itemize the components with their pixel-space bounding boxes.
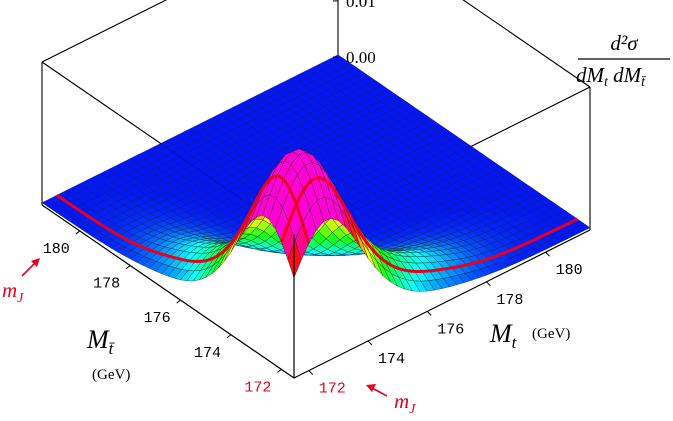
y-tick [75, 230, 81, 235]
y-tick-label: 180 [43, 241, 70, 258]
mj-arrow-right [371, 387, 388, 397]
x-axis-name: Mt [489, 319, 518, 352]
x-tick-label: 178 [496, 292, 523, 309]
x-tick [426, 311, 432, 316]
box-edge-back [462, 0, 591, 88]
y-tick-label: 174 [194, 345, 221, 362]
y-tick [125, 265, 131, 269]
z-label-numerator: d²σ [610, 31, 639, 55]
y-tick-label: 176 [144, 310, 171, 327]
mj-annotation-left: mJ [2, 258, 40, 306]
y-tick-label: 178 [93, 276, 120, 293]
z-tick-label: 0.01 [346, 0, 376, 11]
x-tick-label: 172 [319, 381, 346, 398]
y-tick [226, 334, 232, 339]
z-label-denominator: dMt dMt̄ [576, 63, 647, 90]
x-axis-label: Mt (GeV) [489, 319, 570, 352]
curve-mt-equals-mj [55, 174, 311, 264]
y-tick [277, 368, 282, 373]
y-tick [176, 299, 181, 304]
x-tick [486, 281, 491, 287]
x-tick [308, 370, 314, 375]
z-tick-label: 0.00 [346, 48, 376, 67]
front-box-edges [41, 204, 591, 379]
box-edge-front [41, 204, 295, 379]
axis-ticks: 1721741761781801721741761781800.000.010.… [43, 0, 583, 398]
x-tick [545, 251, 550, 257]
y-tick-label: 172 [244, 379, 271, 396]
svg-text:mJ: mJ [394, 389, 416, 417]
x-axis-unit: (GeV) [532, 326, 570, 342]
highlight-curves [55, 174, 579, 273]
svg-text:mJ: mJ [2, 278, 24, 306]
surface-mesh [41, 54, 591, 292]
x-tick-label: 176 [437, 321, 464, 338]
mj-arrowhead-left [31, 258, 40, 267]
mj-arrow-left [21, 261, 37, 277]
curve-mtbar-equals-mj [279, 176, 579, 273]
z-axis-label: d²σ dMt dMt̄ [576, 31, 670, 90]
box-edge-front [293, 229, 591, 379]
y-axis-unit: (GeV) [92, 367, 130, 383]
mj-annotation-right: mJ [366, 384, 416, 417]
x-tick-label: 180 [556, 262, 583, 279]
y-axis-name: Mt̄ [86, 325, 116, 358]
x-tick-label: 174 [378, 351, 405, 368]
y-axis-label: Mt̄ (GeV) [86, 325, 130, 383]
mj-arrowhead-right [366, 384, 376, 392]
box-edge-back [41, 0, 168, 63]
x-tick [367, 340, 373, 346]
